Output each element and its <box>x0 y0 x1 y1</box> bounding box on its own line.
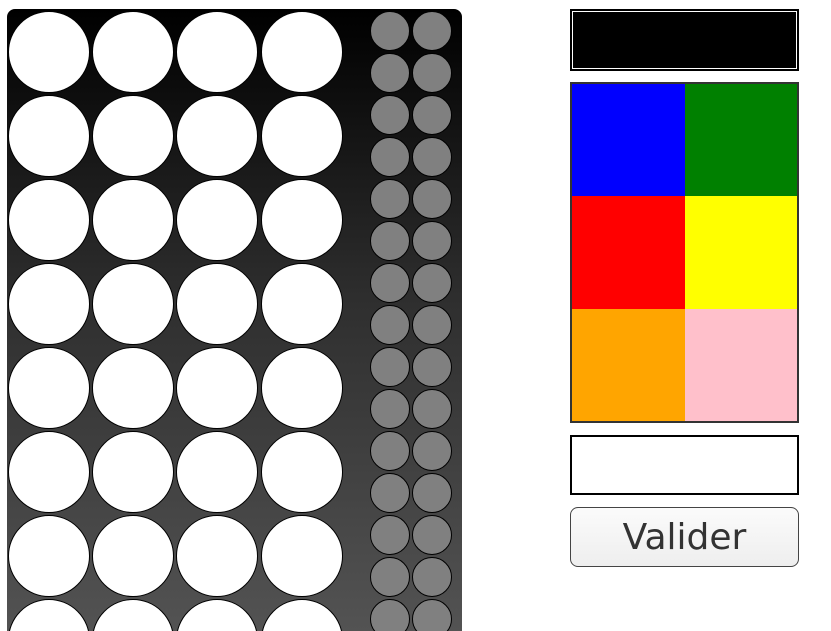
guess-peg-slot[interactable] <box>176 599 258 631</box>
hint-peg <box>412 557 452 597</box>
hint-peg <box>370 305 410 345</box>
color-palette <box>570 82 799 423</box>
hint-peg <box>412 137 452 177</box>
color-swatch-green[interactable] <box>684 84 797 197</box>
color-swatch-blue[interactable] <box>572 84 685 197</box>
guess-peg-slot[interactable] <box>261 515 343 597</box>
hint-peg <box>412 179 452 219</box>
hint-peg <box>412 263 452 303</box>
guess-peg-slot[interactable] <box>8 431 90 513</box>
guess-row <box>7 93 462 177</box>
color-swatch-yellow[interactable] <box>684 196 797 309</box>
secret-code-box <box>570 9 799 71</box>
hint-peg <box>370 347 410 387</box>
validate-button[interactable]: Valider <box>570 507 799 567</box>
color-swatch-red[interactable] <box>572 196 685 309</box>
guess-peg-slot[interactable] <box>92 599 174 631</box>
hint-peg <box>412 53 452 93</box>
color-swatch-pink[interactable] <box>684 308 797 421</box>
guess-peg-slot[interactable] <box>261 347 343 429</box>
hint-peg <box>412 431 452 471</box>
guess-peg-slot[interactable] <box>176 431 258 513</box>
guess-peg-slot[interactable] <box>92 431 174 513</box>
guess-peg-slot[interactable] <box>92 515 174 597</box>
guess-peg-slot[interactable] <box>261 263 343 345</box>
hint-peg <box>370 599 410 631</box>
guess-peg-slot[interactable] <box>261 95 343 177</box>
hint-peg <box>370 179 410 219</box>
hint-peg <box>370 263 410 303</box>
guess-peg-slot[interactable] <box>8 11 90 93</box>
guess-peg-slot[interactable] <box>8 515 90 597</box>
hint-peg <box>370 137 410 177</box>
guess-row <box>7 597 462 631</box>
guess-peg-slot[interactable] <box>92 347 174 429</box>
guess-peg-slot[interactable] <box>92 95 174 177</box>
guess-peg-slot[interactable] <box>8 95 90 177</box>
guess-peg-slot[interactable] <box>92 11 174 93</box>
hint-peg <box>370 221 410 261</box>
current-selection-box <box>570 435 799 495</box>
guess-peg-slot[interactable] <box>8 599 90 631</box>
hint-peg <box>412 515 452 555</box>
hint-peg <box>370 389 410 429</box>
hint-peg <box>412 389 452 429</box>
guess-row <box>7 513 462 597</box>
hint-peg <box>370 95 410 135</box>
guess-peg-slot[interactable] <box>176 95 258 177</box>
hint-peg <box>370 557 410 597</box>
game-board <box>7 9 462 631</box>
hint-peg <box>412 473 452 513</box>
guess-row <box>7 429 462 513</box>
hint-peg <box>370 11 410 51</box>
guess-peg-slot[interactable] <box>261 599 343 631</box>
guess-peg-slot[interactable] <box>92 263 174 345</box>
guess-row <box>7 177 462 261</box>
hint-peg <box>412 221 452 261</box>
hint-peg <box>412 599 452 631</box>
hint-peg <box>412 305 452 345</box>
hint-peg <box>370 53 410 93</box>
guess-peg-slot[interactable] <box>8 179 90 261</box>
guess-peg-slot[interactable] <box>176 179 258 261</box>
guess-peg-slot[interactable] <box>8 347 90 429</box>
hint-peg <box>370 431 410 471</box>
guess-peg-slot[interactable] <box>261 11 343 93</box>
guess-peg-slot[interactable] <box>8 263 90 345</box>
hint-peg <box>370 473 410 513</box>
guess-row <box>7 261 462 345</box>
hint-peg <box>412 95 452 135</box>
guess-peg-slot[interactable] <box>176 347 258 429</box>
hint-peg <box>412 11 452 51</box>
guess-peg-slot[interactable] <box>261 179 343 261</box>
guess-peg-slot[interactable] <box>176 515 258 597</box>
guess-peg-slot[interactable] <box>261 431 343 513</box>
guess-row <box>7 345 462 429</box>
guess-peg-slot[interactable] <box>176 11 258 93</box>
hint-peg <box>412 347 452 387</box>
guess-row <box>7 9 462 93</box>
hint-peg <box>370 515 410 555</box>
guess-peg-slot[interactable] <box>92 179 174 261</box>
guess-peg-slot[interactable] <box>176 263 258 345</box>
color-swatch-orange[interactable] <box>572 308 685 421</box>
